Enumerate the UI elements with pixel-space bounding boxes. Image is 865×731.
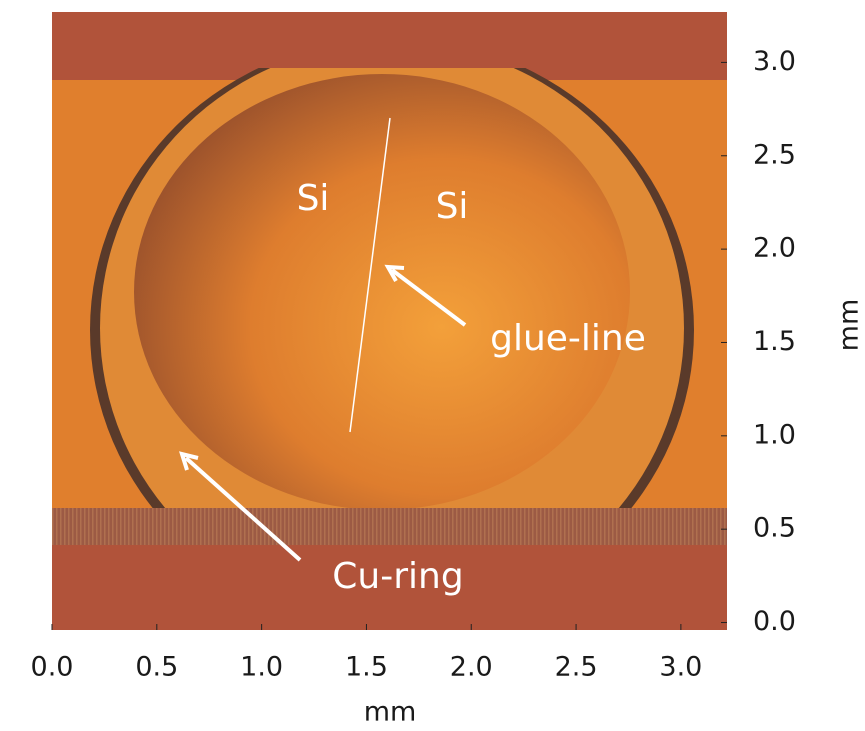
y-tick-label: 1.5 bbox=[753, 326, 796, 357]
annotation: Si bbox=[436, 186, 469, 227]
y-tick-label: 0.0 bbox=[753, 606, 796, 637]
y-tick-label: 1.0 bbox=[753, 419, 796, 450]
y-axis-label: mm bbox=[834, 299, 865, 352]
y-tick-label: 0.5 bbox=[753, 513, 796, 544]
annotation: Si bbox=[297, 178, 330, 219]
x-tick-label: 2.5 bbox=[555, 652, 598, 683]
x-tick-label: 1.5 bbox=[345, 652, 388, 683]
x-tick-label: 1.0 bbox=[240, 652, 283, 683]
bond-strip bbox=[52, 508, 727, 545]
si-die bbox=[134, 74, 630, 510]
x-tick-label: 0.5 bbox=[135, 652, 178, 683]
x-axis-label: mm bbox=[364, 697, 417, 728]
x-tick-label: 3.0 bbox=[659, 652, 702, 683]
x-tick-label: 2.0 bbox=[450, 652, 493, 683]
y-tick-label: 2.0 bbox=[753, 233, 796, 264]
y-tick-label: 3.0 bbox=[753, 46, 796, 77]
annotation: glue-line bbox=[490, 318, 646, 359]
figure: mm mm 0.0 0.5 1.0 1.5 2.0 2.5 3.0 0.0 0.5 1.0 1.5 2… bbox=[0, 0, 865, 731]
annotation: Cu-ring bbox=[332, 556, 463, 597]
y-tick-label: 2.5 bbox=[753, 139, 796, 170]
x-tick-label: 0.0 bbox=[31, 652, 74, 683]
